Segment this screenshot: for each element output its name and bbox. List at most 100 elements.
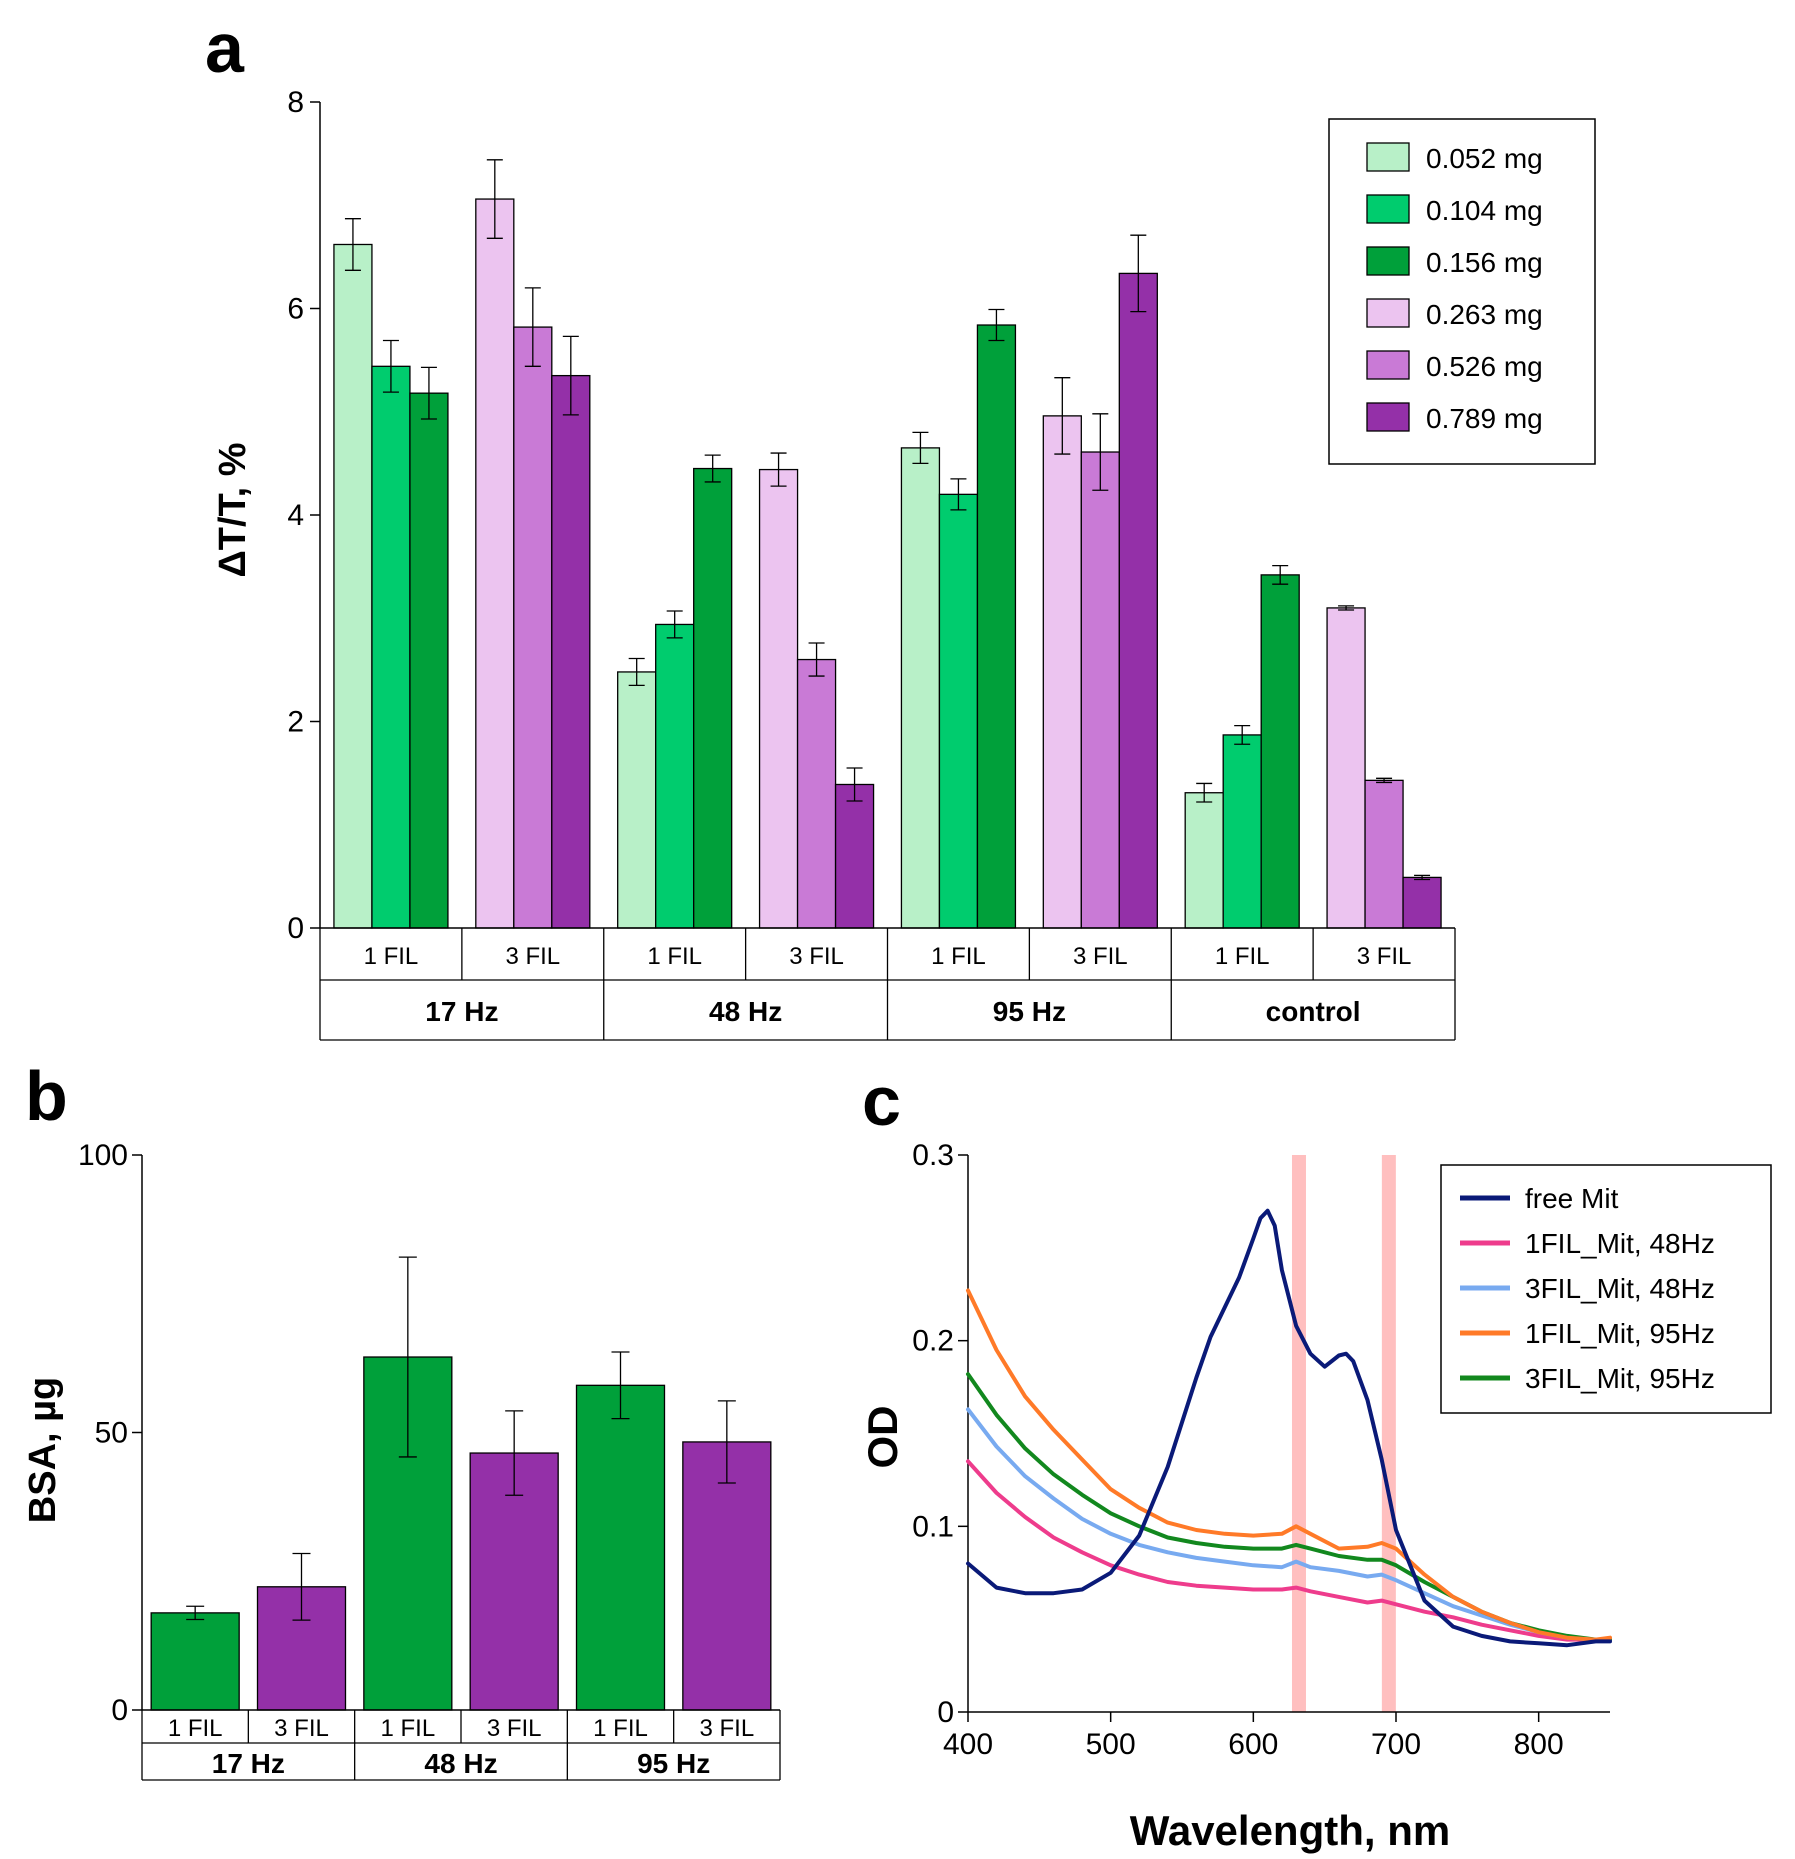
- panel-b-y-tick-label: 0: [111, 1694, 128, 1727]
- panel-c-legend: free Mit 1FIL_Mit, 48Hz 3FIL_Mit, 48Hz 1FIL…: [1440, 1164, 1772, 1414]
- panel-a-bar: [1222, 734, 1262, 929]
- panel-a-y-tick-label: 4: [287, 499, 304, 532]
- panel-a-bar: [976, 324, 1017, 929]
- panel-a-legend-swatch: [1366, 350, 1410, 380]
- panel-a-bar: [900, 447, 941, 929]
- panel-a-bar: [513, 326, 553, 929]
- panel-c-y-tick-label: 0: [937, 1696, 954, 1729]
- panel-a-bar: [1184, 792, 1224, 929]
- panel-a-bar: [1326, 607, 1366, 929]
- panel-a-group-label: control: [1266, 996, 1361, 1027]
- panel-a-bar: [693, 467, 733, 929]
- panel-a-bar: [1364, 779, 1404, 929]
- panel-b-subgroup-label: 3 FIL: [274, 1715, 329, 1742]
- panel-a-subgroup-label: 1 FIL: [1215, 943, 1270, 970]
- panel-b-category-table: 1 FIL 3 FIL 1 FIL 3 FIL 1 FIL 3 FIL 17 Hz 48 Hz…: [141, 1709, 781, 1781]
- panel-a-bar: [1042, 415, 1082, 929]
- panel-b-y-tick-label: 50: [95, 1417, 128, 1450]
- panel-a-subgroup-label: 1 FIL: [931, 943, 986, 970]
- panel-a-legend-label: 0.263 mg: [1426, 299, 1543, 330]
- panel-a-subgroup-label: 3 FIL: [789, 943, 844, 970]
- panel-b-subgroup-label: 3 FIL: [487, 1715, 542, 1742]
- panel-c-series-line: [966, 1407, 1612, 1642]
- panel-a-bar: [333, 243, 373, 929]
- panel-c-legend-label: 1FIL_Mit, 95Hz: [1525, 1318, 1715, 1349]
- panel-b-group-label: 95 Hz: [637, 1748, 710, 1779]
- panel-c-highlight-band: [1291, 1155, 1306, 1712]
- panel-letter-a: a: [205, 9, 245, 87]
- panel-c-lines: [966, 1208, 1612, 1648]
- panel-a-bar: [409, 392, 449, 929]
- panel-a-category-table: 1 FIL 3 FIL 1 FIL 3 FIL 1 FIL 3 FIL 1 FIL 3 FIL…: [319, 927, 1456, 1041]
- panel-b-group-label: 48 Hz: [424, 1748, 497, 1779]
- panel-a-legend-label: 0.526 mg: [1426, 351, 1543, 382]
- panel-c-legend-label: 1FIL_Mit, 48Hz: [1525, 1228, 1715, 1259]
- panel-c-legend-label: 3FIL_Mit, 48Hz: [1525, 1273, 1715, 1304]
- panel-a-bars: [333, 159, 1442, 929]
- panel-a-bar: [938, 493, 979, 929]
- panel-b-bars: [150, 1256, 772, 1711]
- panel-c-highlight-band: [1381, 1155, 1396, 1712]
- panel-a-bar: [551, 374, 591, 929]
- panel-c-axes: 400 500 600 700 800 0 0.1 0.2 0.3: [912, 1139, 1610, 1761]
- panel-a-subgroup-label: 3 FIL: [1073, 943, 1128, 970]
- panel-c-x-tick-label: 600: [1228, 1728, 1278, 1761]
- panel-letter-b: b: [25, 1057, 68, 1135]
- panel-a-y-tick-label: 0: [287, 912, 304, 945]
- panel-a-bar: [1118, 272, 1158, 929]
- panel-b-group-label: 17 Hz: [212, 1748, 285, 1779]
- panel-a-legend-swatch: [1366, 194, 1410, 224]
- panel-a-y-tick-label: 8: [287, 86, 304, 119]
- panel-a-legend: 0.052 mg 0.104 mg 0.156 mg 0.263 mg 0.526 mg…: [1328, 118, 1596, 465]
- panel-b-bar: [682, 1441, 772, 1711]
- panel-a-bar: [1080, 451, 1120, 929]
- panel-b-subgroup-label: 1 FIL: [593, 1715, 648, 1742]
- panel-c-y-tick-label: 0.3: [912, 1139, 954, 1172]
- panel-a-legend-label: 0.156 mg: [1426, 247, 1543, 278]
- panel-c-x-tick-label: 700: [1371, 1728, 1421, 1761]
- panel-a-legend-swatch: [1366, 246, 1410, 276]
- panel-c-highlight-bands: [1291, 1155, 1396, 1712]
- panel-c-y-tick-label: 0.2: [912, 1325, 954, 1358]
- panel-a-subgroup-label: 3 FIL: [505, 943, 560, 970]
- panel-a-y-axis-title: ΔT/T, %: [212, 443, 254, 578]
- panel-a-legend-swatch: [1366, 298, 1410, 328]
- panel-c: c 400 500 600 700 800 0 0.1 0.2 0.3 Wavelength, …: [859, 1062, 1772, 1854]
- panel-a-bar: [1402, 876, 1442, 929]
- panel-a-bar: [475, 198, 515, 929]
- panel-a-subgroup-label: 3 FIL: [1357, 943, 1412, 970]
- panel-a-legend-label: 0.052 mg: [1426, 143, 1543, 174]
- panel-c-x-tick-label: 400: [943, 1728, 993, 1761]
- panel-b-y-tick-label: 100: [78, 1139, 128, 1172]
- panel-c-series-line: [966, 1459, 1612, 1642]
- panel-b-y-ticks: 0 50 100: [78, 1139, 143, 1727]
- panel-a-bar: [834, 783, 875, 929]
- panel-a-group-label: 95 Hz: [993, 996, 1066, 1027]
- panel-a-legend-label: 0.104 mg: [1426, 195, 1543, 226]
- panel-a-subgroup-label: 1 FIL: [364, 943, 419, 970]
- panel-c-y-axis-title: OD: [859, 1406, 906, 1469]
- panel-a-group-label: 48 Hz: [709, 996, 782, 1027]
- panel-a-legend-swatch: [1366, 402, 1410, 432]
- panel-a-bar: [796, 658, 837, 929]
- panel-c-y-tick-label: 0.1: [912, 1510, 954, 1543]
- panel-a-bar: [655, 623, 695, 929]
- panel-c-legend-label: 3FIL_Mit, 95Hz: [1525, 1363, 1715, 1394]
- panel-a-legend-swatch: [1366, 142, 1410, 172]
- panel-c-x-axis-title: Wavelength, nm: [1130, 1807, 1450, 1854]
- panel-a-bar: [617, 671, 657, 929]
- panel-a-legend-label: 0.789 mg: [1426, 403, 1543, 434]
- panel-c-series-line: [966, 1288, 1612, 1642]
- panel-b-bar: [575, 1384, 666, 1711]
- panel-a-subgroup-label: 1 FIL: [647, 943, 702, 970]
- panel-c-series-line: [966, 1208, 1612, 1648]
- panel-b-subgroup-label: 1 FIL: [380, 1715, 435, 1742]
- panel-a-bar: [758, 468, 799, 929]
- panel-a-y-tick-label: 2: [287, 706, 304, 739]
- panel-b-subgroup-label: 1 FIL: [168, 1715, 223, 1742]
- panel-a-group-label: 17 Hz: [425, 996, 498, 1027]
- panel-c-x-tick-label: 500: [1086, 1728, 1136, 1761]
- panel-a-bar: [1260, 574, 1300, 929]
